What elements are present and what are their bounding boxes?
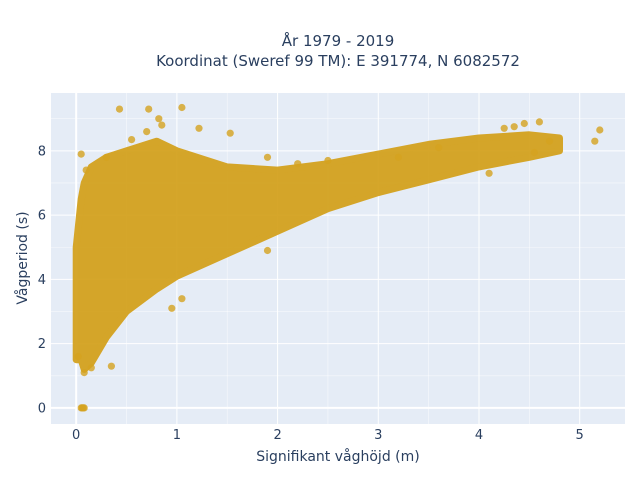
x-axis-label: Signifikant våghöjd (m) xyxy=(256,448,419,465)
data-point xyxy=(545,137,554,145)
data-point xyxy=(155,115,163,123)
data-point xyxy=(128,136,136,144)
y-axis-label: Vågperiod (s) xyxy=(14,211,31,304)
data-point xyxy=(77,150,85,158)
data-point xyxy=(324,156,332,165)
x-tick-labels: 0 1 2 3 4 5 xyxy=(72,428,584,443)
y-tick-label: 8 xyxy=(38,144,46,159)
data-point xyxy=(510,123,518,131)
x-tick-label: 3 xyxy=(374,428,382,443)
data-point xyxy=(520,119,528,128)
y-tick-label: 4 xyxy=(38,273,46,288)
chart-title: År 1979 - 2019 xyxy=(282,31,395,50)
data-point xyxy=(195,124,203,132)
x-tick-label: 1 xyxy=(173,428,181,443)
data-point xyxy=(80,369,88,377)
data-envelope xyxy=(72,131,563,373)
x-tick-label: 0 xyxy=(72,428,80,443)
data-point xyxy=(115,105,124,113)
data-point xyxy=(535,118,544,126)
data-point xyxy=(102,153,110,161)
y-tick-label: 0 xyxy=(38,401,46,416)
y-tick-labels: 0 2 4 6 8 xyxy=(38,144,46,416)
data-point xyxy=(263,153,272,161)
y-tick-label: 6 xyxy=(38,209,46,224)
data-point xyxy=(530,148,539,157)
chart-subtitle: Koordinat (Sweref 99 TM): E 391774, N 60… xyxy=(156,52,520,70)
data-point xyxy=(107,362,115,370)
data-points xyxy=(74,103,604,412)
point-cloud xyxy=(72,131,563,373)
data-point xyxy=(145,105,153,113)
data-point xyxy=(143,128,151,136)
x-tick-label: 5 xyxy=(576,428,584,443)
x-tick-label: 4 xyxy=(475,428,483,443)
data-point xyxy=(591,137,599,145)
data-point xyxy=(82,166,90,174)
data-point xyxy=(158,121,166,129)
data-point xyxy=(178,103,186,112)
data-point xyxy=(435,144,443,152)
data-point xyxy=(87,364,95,372)
data-point xyxy=(394,153,402,161)
data-point xyxy=(596,126,604,134)
data-point xyxy=(74,352,82,361)
data-point xyxy=(80,404,88,412)
data-point xyxy=(294,160,302,168)
data-point xyxy=(263,246,272,255)
data-point xyxy=(485,169,493,177)
x-tick-label: 2 xyxy=(273,428,281,443)
data-point xyxy=(178,295,186,303)
data-point xyxy=(168,304,176,312)
y-tick-label: 2 xyxy=(38,337,46,352)
data-point xyxy=(500,124,508,132)
data-point xyxy=(226,129,234,137)
